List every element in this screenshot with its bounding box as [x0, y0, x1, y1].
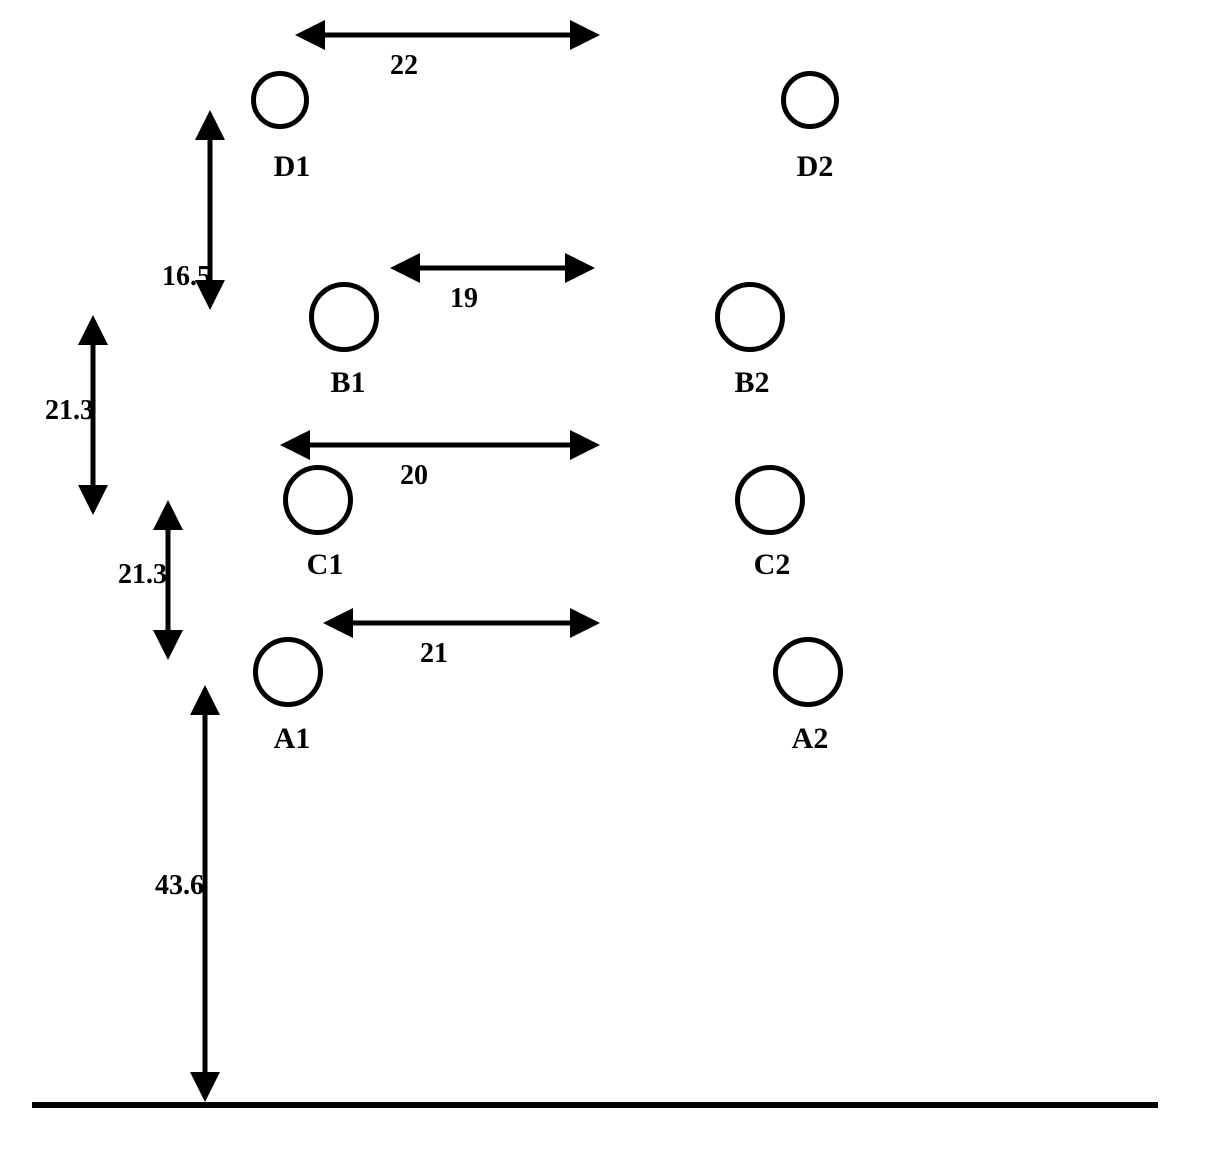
dim-label-v-16-5: 16.5: [162, 261, 211, 293]
node-label-d1: D1: [274, 150, 311, 184]
node-c1: [283, 465, 353, 535]
dim-label-h-22: 22: [390, 50, 418, 82]
dim-label-v-21-3-a: 21.3: [45, 395, 94, 427]
node-label-b2: B2: [734, 366, 769, 400]
node-c2: [735, 465, 805, 535]
dim-label-h-21: 21: [420, 638, 448, 670]
dim-label-h-19: 19: [450, 283, 478, 315]
node-label-a2: A2: [792, 722, 829, 756]
node-b2: [715, 282, 785, 352]
node-label-c1: C1: [307, 548, 344, 582]
diagram-canvas: D1 D2 B1 B2 C1 C2 A1 A2 22 19 20 21 16.5 21.3 21.3 43.6: [0, 0, 1214, 1154]
dim-label-v-43-6: 43.6: [155, 870, 204, 902]
diagram-overlay: [0, 0, 1214, 1154]
node-a2: [773, 637, 843, 707]
node-d2: [781, 71, 839, 129]
node-d1: [251, 71, 309, 129]
node-label-d2: D2: [797, 150, 834, 184]
node-label-c2: C2: [754, 548, 791, 582]
dim-label-v-21-3-b: 21.3: [118, 559, 167, 591]
node-label-b1: B1: [330, 366, 365, 400]
node-a1: [253, 637, 323, 707]
node-label-a1: A1: [274, 722, 311, 756]
dim-label-h-20: 20: [400, 460, 428, 492]
node-b1: [309, 282, 379, 352]
